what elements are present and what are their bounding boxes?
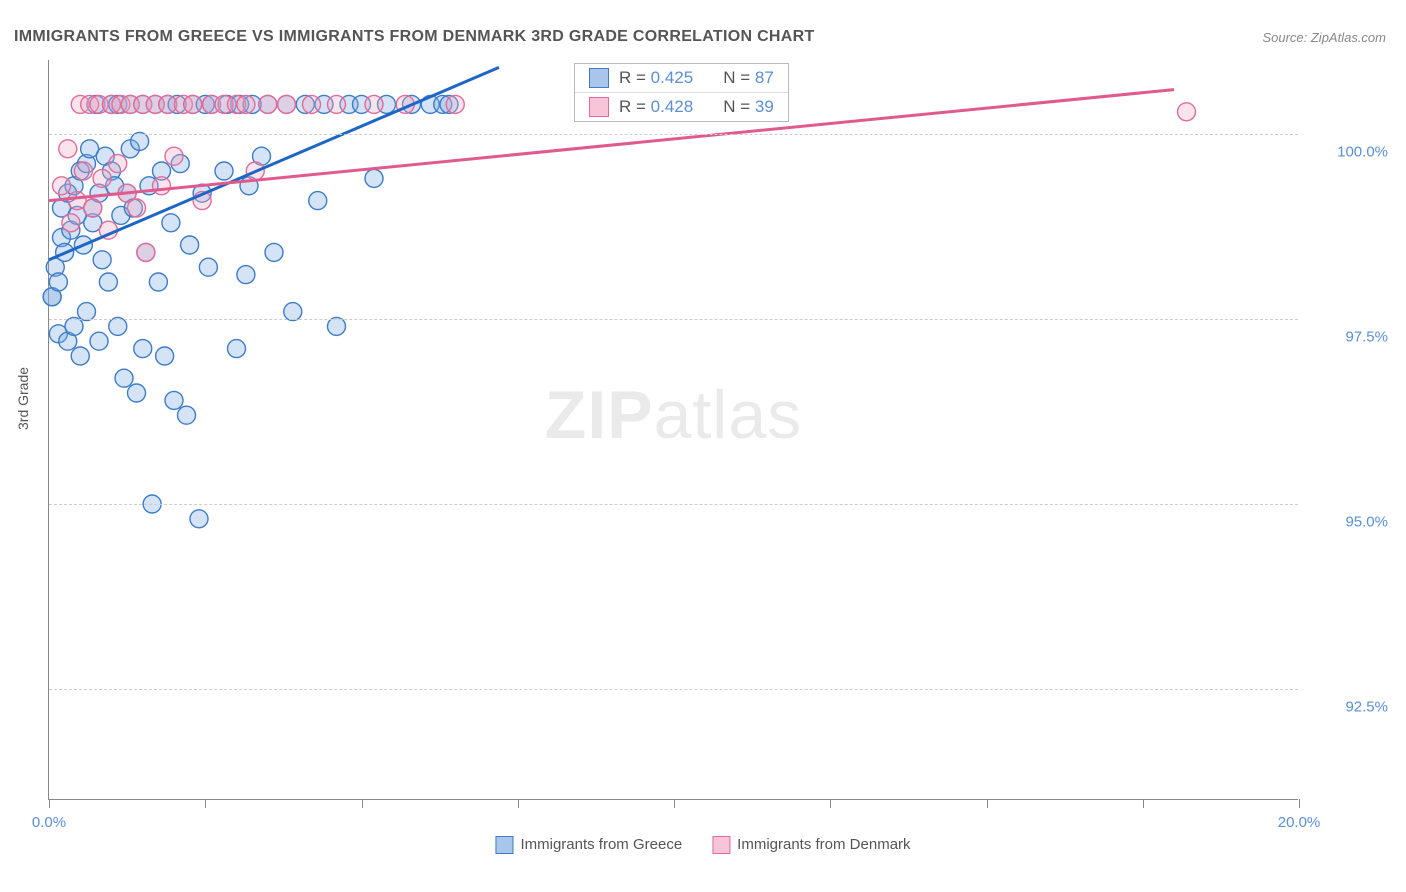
x-tick [205,799,206,808]
scatter-point [90,332,108,350]
scatter-point [265,243,283,261]
grid-line [49,504,1298,505]
scatter-point [93,251,111,269]
scatter-point [59,140,77,158]
legend-label: Immigrants from Greece [520,836,682,853]
scatter-point [165,391,183,409]
scatter-point [78,303,96,321]
scatter-point [446,95,464,113]
scatter-point [278,95,296,113]
scatter-point [128,199,146,217]
scatter-point [149,273,167,291]
scatter-point [162,214,180,232]
scatter-point [62,214,80,232]
scatter-point [199,258,217,276]
x-tick [987,799,988,808]
scatter-point [109,155,127,173]
scatter-point [178,406,196,424]
scatter-point [99,273,117,291]
scatter-point [1178,103,1196,121]
scatter-point [259,95,277,113]
scatter-point [328,317,346,335]
scatter-point [128,384,146,402]
scatter-point [365,169,383,187]
scatter-point [49,273,67,291]
bottom-legend: Immigrants from Greece Immigrants from De… [495,836,910,854]
x-tick [674,799,675,808]
scatter-point [284,303,302,321]
scatter-point [181,236,199,254]
scatter-point [184,95,202,113]
scatter-point [109,317,127,335]
scatter-point [156,347,174,365]
n-label: N = 39 [723,97,774,117]
scatter-point [237,266,255,284]
stats-row: R = 0.425 N = 87 [575,64,788,92]
x-tick [518,799,519,808]
legend-swatch [712,836,730,854]
scatter-point [84,199,102,217]
n-label: N = 87 [723,68,774,88]
y-tick-label: 95.0% [1308,514,1388,531]
r-label: R = 0.428 [619,97,693,117]
scatter-point [303,95,321,113]
scatter-point [328,95,346,113]
legend-swatch [589,68,609,88]
scatter-point [131,132,149,150]
chart-title: IMMIGRANTS FROM GREECE VS IMMIGRANTS FRO… [14,28,815,46]
scatter-point [134,340,152,358]
legend-label: Immigrants from Denmark [737,836,910,853]
grid-line [49,689,1298,690]
scatter-point [153,177,171,195]
source-attribution: Source: ZipAtlas.com [1262,30,1386,45]
grid-line [49,134,1298,135]
legend-item: Immigrants from Denmark [712,836,910,854]
r-label: R = 0.425 [619,68,693,88]
stats-legend-box: R = 0.425 N = 87 R = 0.428 N = 39 [574,63,789,122]
x-tick-label: 20.0% [1278,814,1321,831]
scatter-point [74,162,92,180]
scatter-point [115,369,133,387]
scatter-point [215,162,233,180]
plot-area: ZIPatlas R = 0.425N = 87R = 0.428N = 39 … [48,60,1298,800]
legend-swatch [495,836,513,854]
scatter-point [190,510,208,528]
scatter-point [237,95,255,113]
x-tick [830,799,831,808]
x-tick [1143,799,1144,808]
scatter-point [71,347,89,365]
scatter-point [137,243,155,261]
stats-row: R = 0.428 N = 39 [575,92,788,121]
source-name: ZipAtlas.com [1311,30,1386,45]
scatter-point [93,169,111,187]
y-tick-label: 97.5% [1308,329,1388,346]
legend-item: Immigrants from Greece [495,836,682,854]
source-label: Source: [1262,30,1310,45]
x-tick-label: 0.0% [32,814,66,831]
x-tick [362,799,363,808]
scatter-point [65,317,83,335]
y-tick-label: 100.0% [1308,144,1388,161]
scatter-point [53,177,71,195]
y-axis-label: 3rd Grade [15,367,31,430]
scatter-point [365,95,383,113]
y-tick-label: 92.5% [1308,699,1388,716]
grid-line [49,319,1298,320]
legend-swatch [589,97,609,117]
x-tick [1299,799,1300,808]
scatter-point [165,147,183,165]
x-tick [49,799,50,808]
scatter-point [228,340,246,358]
scatter-point [309,192,327,210]
